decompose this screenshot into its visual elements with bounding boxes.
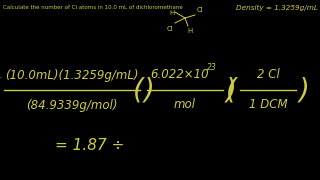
Text: (: ( [226,76,237,104]
Text: H: H [170,10,175,16]
Text: Cl: Cl [197,7,204,13]
Text: (84.9339g/mol): (84.9339g/mol) [26,98,118,111]
Text: = 1.87 ÷: = 1.87 ÷ [55,138,124,152]
Text: ): ) [226,76,237,104]
Text: 6.022×10: 6.022×10 [151,69,209,82]
Text: ): ) [299,76,310,104]
Text: H: H [187,28,192,34]
Text: Calculate the number of Cl atoms in 10.0 mL of dichloromethane: Calculate the number of Cl atoms in 10.0… [3,5,183,10]
Text: 2 Cl: 2 Cl [257,69,279,82]
Text: Density = 1.3259g/mL: Density = 1.3259g/mL [236,5,318,11]
Text: mol: mol [174,98,196,111]
Text: 1 DCM: 1 DCM [249,98,287,111]
Text: (: ( [133,76,144,104]
Text: Cl: Cl [166,26,173,32]
Text: (10.0mL)(1.3259g/mL): (10.0mL)(1.3259g/mL) [5,69,139,82]
Text: ): ) [144,76,155,104]
Text: 23: 23 [207,62,217,71]
